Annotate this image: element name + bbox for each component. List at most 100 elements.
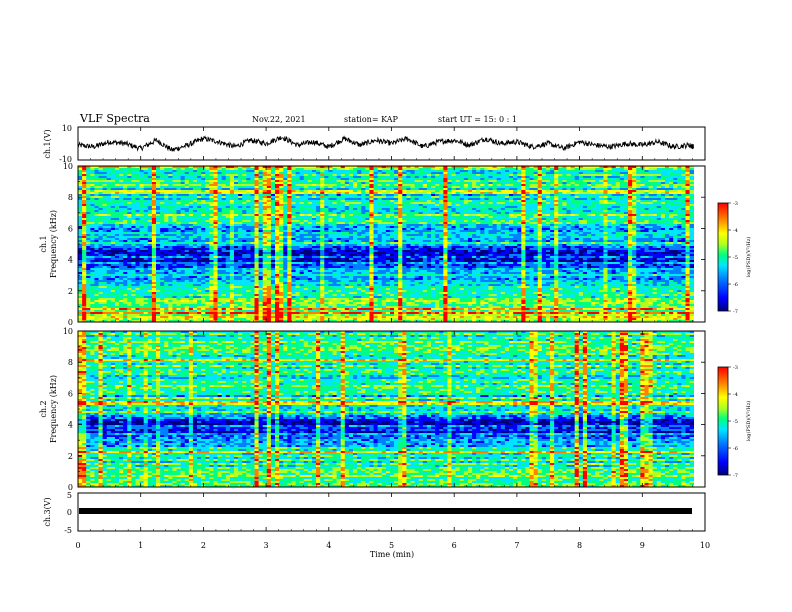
spectrogram-cell: [349, 178, 353, 180]
spectrogram-cell: [172, 184, 176, 186]
spectrogram-cell: [357, 170, 361, 172]
ch1-ytick-top: 10: [62, 124, 72, 133]
spectrogram-cell: [111, 170, 115, 172]
spectrogram-cell: [423, 172, 427, 174]
spectrogram-cell: [369, 176, 373, 178]
spectrogram-cell: [673, 180, 677, 182]
spectrogram-cell: [312, 170, 316, 172]
spectrogram-cell: [488, 182, 492, 184]
spectrogram-cell: [177, 172, 181, 174]
spectrogram-cell: [148, 174, 152, 176]
spectrogram-cell: [681, 170, 685, 172]
spectrogram-cell: [201, 172, 205, 174]
spectrogram-cell: [649, 172, 653, 174]
spectrogram-cell: [644, 182, 648, 184]
spectrogram-cell: [365, 184, 369, 186]
spectrogram-cell: [197, 176, 201, 178]
spectrogram-cell: [686, 182, 690, 184]
spectrogram-cell: [312, 180, 316, 182]
spectrogram-cell: [476, 182, 480, 184]
spectrogram-cell: [164, 172, 168, 174]
spectrogram-cell: [410, 178, 414, 180]
spectrogram-cell: [616, 172, 620, 174]
spectrogram-cell: [324, 168, 328, 170]
spectrogram-cell: [279, 182, 283, 184]
spectrogram-cell: [119, 178, 123, 180]
spectrogram-cell: [197, 178, 201, 180]
spectrogram-cell: [558, 172, 562, 174]
spectrogram-cell: [452, 174, 456, 176]
spectrogram-cell: [287, 172, 291, 174]
spectrogram-cell: [460, 168, 464, 170]
spectrogram-cell: [390, 176, 394, 178]
spectrogram-cell: [595, 168, 599, 170]
spectrogram-cell: [193, 170, 197, 172]
spectrogram-cell: [636, 180, 640, 182]
figure-title: VLF Spectra: [79, 112, 150, 125]
spectrogram-cell: [99, 170, 103, 172]
spectrogram-cell: [99, 174, 103, 176]
spectrogram-cell: [382, 178, 386, 180]
spectrogram-cell: [107, 182, 111, 184]
spectrogram-cell: [353, 168, 357, 170]
spectrogram-cell: [447, 178, 451, 180]
spectrogram-cell: [452, 170, 456, 172]
spectrogram-cell: [517, 180, 521, 182]
spectrogram-cell: [267, 176, 271, 178]
spectrogram-cell: [320, 176, 324, 178]
spectrogram-cell: [410, 184, 414, 186]
spectrogram-cell: [78, 174, 82, 176]
spectrogram-cell: [345, 176, 349, 178]
spectrogram-cell: [226, 176, 230, 178]
spectrogram-cell: [238, 168, 242, 170]
spectrogram-cell: [681, 168, 685, 170]
spectrogram-cell: [517, 176, 521, 178]
spectrogram-cell: [259, 180, 263, 182]
spectrogram-cell: [271, 176, 275, 178]
spectrogram-cell: [341, 184, 345, 186]
spectrogram-cell: [513, 180, 517, 182]
spectrogram-cell: [90, 168, 94, 170]
spectrogram-cell: [320, 180, 324, 182]
spectrogram-cell: [140, 172, 144, 174]
spectrogram-cell: [603, 176, 607, 178]
spectrogram-cell: [640, 170, 644, 172]
spectrogram-cell: [464, 172, 468, 174]
spectrogram-cell: [337, 174, 341, 176]
spectrogram-cell: [378, 178, 382, 180]
spectrogram-cell: [255, 178, 259, 180]
spectrogram-cell: [608, 168, 612, 170]
spectrogram-cell: [193, 184, 197, 186]
spectrogram-cell: [686, 170, 690, 172]
spectrogram-cell: [464, 184, 468, 186]
spectrogram-cell: [386, 170, 390, 172]
spectrogram-cell: [271, 168, 275, 170]
spectrogram-cell: [259, 182, 263, 184]
spectrogram-cell: [378, 184, 382, 186]
spectrogram-cell: [612, 170, 616, 172]
spectrogram-cell: [78, 178, 82, 180]
spectrogram-cell: [287, 178, 291, 180]
spectrogram-cell: [616, 168, 620, 170]
spectrogram-cell: [653, 180, 657, 182]
spectrogram-cell: [148, 172, 152, 174]
spectrogram-cell: [497, 180, 501, 182]
ch1-spectrogram-panel: 0246810 ch.1 Frequency (kHz) -3-4-5-6-7 …: [39, 162, 752, 327]
spectrogram-cell: [115, 172, 119, 174]
spectrogram-cell: [517, 182, 521, 184]
spectrogram-cell: [382, 168, 386, 170]
spectrogram-cell: [205, 168, 209, 170]
spectrogram-cell: [538, 168, 542, 170]
spectrogram-cell: [230, 182, 234, 184]
spectrogram-cell: [583, 168, 587, 170]
spectrogram-cell: [439, 184, 443, 186]
spectrogram-cell: [550, 174, 554, 176]
spectrogram-cell: [595, 180, 599, 182]
spectrogram-cell: [238, 184, 242, 186]
spectrogram-cell: [402, 174, 406, 176]
spectrogram-cell: [275, 174, 279, 176]
spectrogram-cell: [620, 178, 624, 180]
spectrogram-cell: [78, 168, 82, 170]
spectrogram-cell: [259, 170, 263, 172]
spectrogram-cell: [365, 180, 369, 182]
